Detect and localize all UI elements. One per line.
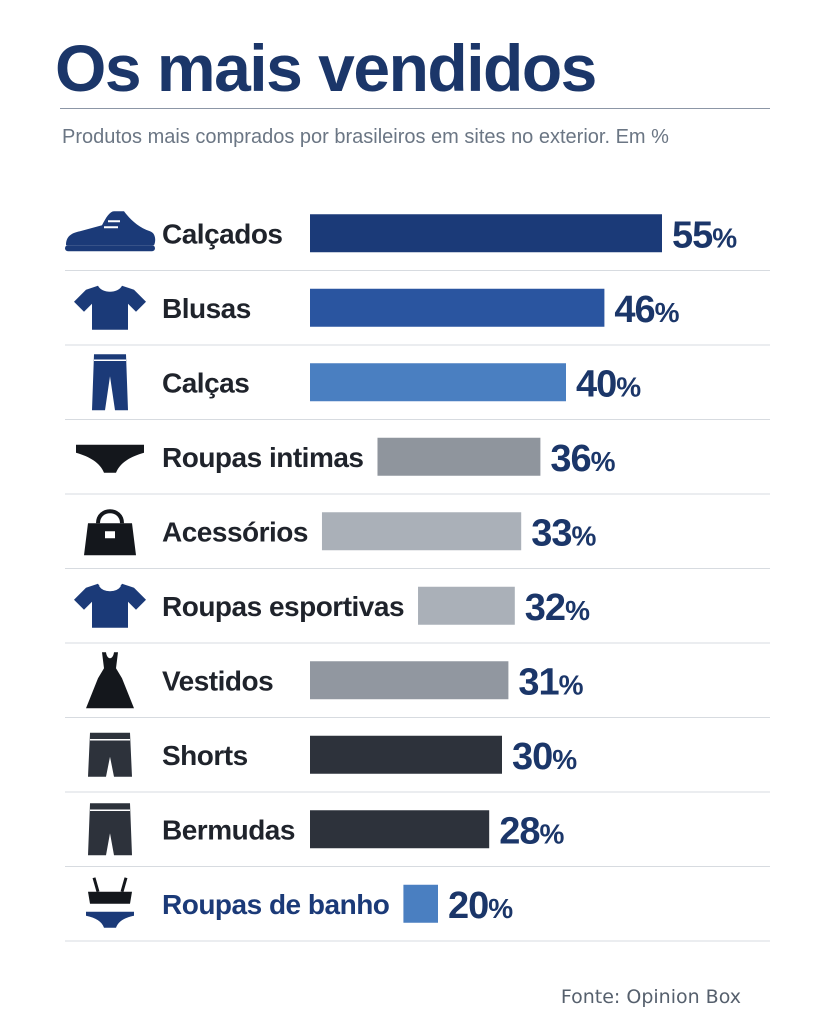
bar: [310, 810, 490, 849]
chart-subtitle: Produtos mais comprados por brasileiros …: [62, 126, 669, 148]
bar: [403, 884, 438, 923]
category-label: Vestidos: [162, 665, 273, 696]
category-label: Calças: [162, 367, 249, 398]
bar: [321, 512, 522, 551]
category-label: Blusas: [162, 293, 251, 324]
bar: [418, 586, 515, 625]
underwear-icon: [76, 444, 144, 473]
handbag-icon: [84, 509, 136, 556]
bar: [310, 661, 509, 700]
value-label: 20%: [448, 885, 513, 927]
category-label: Roupas esportivas: [162, 591, 404, 622]
shorts-icon: [88, 732, 132, 777]
category-label: Calçados: [162, 218, 283, 249]
bar: [310, 214, 662, 253]
bar-row: Blusas 46%: [65, 285, 770, 346]
dress-icon: [86, 652, 134, 709]
bar: [377, 437, 541, 476]
tshirt-icon: [74, 285, 146, 330]
bar-row: Acessórios 33%: [65, 509, 770, 569]
category-label: Bermudas: [162, 814, 295, 845]
bar-row: Roupas de banho 20%: [65, 877, 770, 942]
value-label: 46%: [614, 289, 679, 331]
chart-title: Os mais vendidos: [55, 31, 597, 105]
title-divider: [60, 108, 770, 109]
bar-row: Bermudas 28%: [65, 803, 770, 867]
bar-row: Calças 40%: [65, 354, 770, 420]
bar-row: Shorts 30%: [65, 732, 770, 793]
bar: [310, 363, 566, 402]
value-label: 36%: [550, 438, 615, 480]
bar-row: Roupas esportivas 32%: [65, 583, 770, 644]
category-label: Acessórios: [162, 516, 308, 547]
bermuda-icon: [88, 803, 132, 856]
pants-icon: [92, 354, 128, 411]
value-label: 55%: [672, 214, 737, 256]
bar-row: Roupas intimas 36%: [65, 437, 770, 495]
bar-row: Calçados 55%: [65, 211, 770, 271]
shoe-icon: [65, 211, 156, 252]
value-label: 31%: [518, 661, 583, 703]
source-note: Fonte: Opinion Box: [560, 986, 741, 1008]
category-label: Roupas intimas: [162, 442, 363, 473]
value-label: 30%: [512, 736, 577, 778]
bar-row: Vestidos 31%: [65, 652, 770, 718]
sport-shirt-icon: [74, 583, 146, 628]
value-label: 40%: [576, 363, 641, 405]
bar: [310, 735, 502, 774]
value-label: 33%: [531, 512, 596, 554]
swimsuit-icon: [86, 877, 134, 928]
value-label: 28%: [499, 810, 564, 852]
category-label: Roupas de banho: [162, 889, 390, 920]
value-label: 32%: [525, 587, 590, 629]
bar: [310, 288, 605, 327]
category-label: Shorts: [162, 740, 248, 771]
